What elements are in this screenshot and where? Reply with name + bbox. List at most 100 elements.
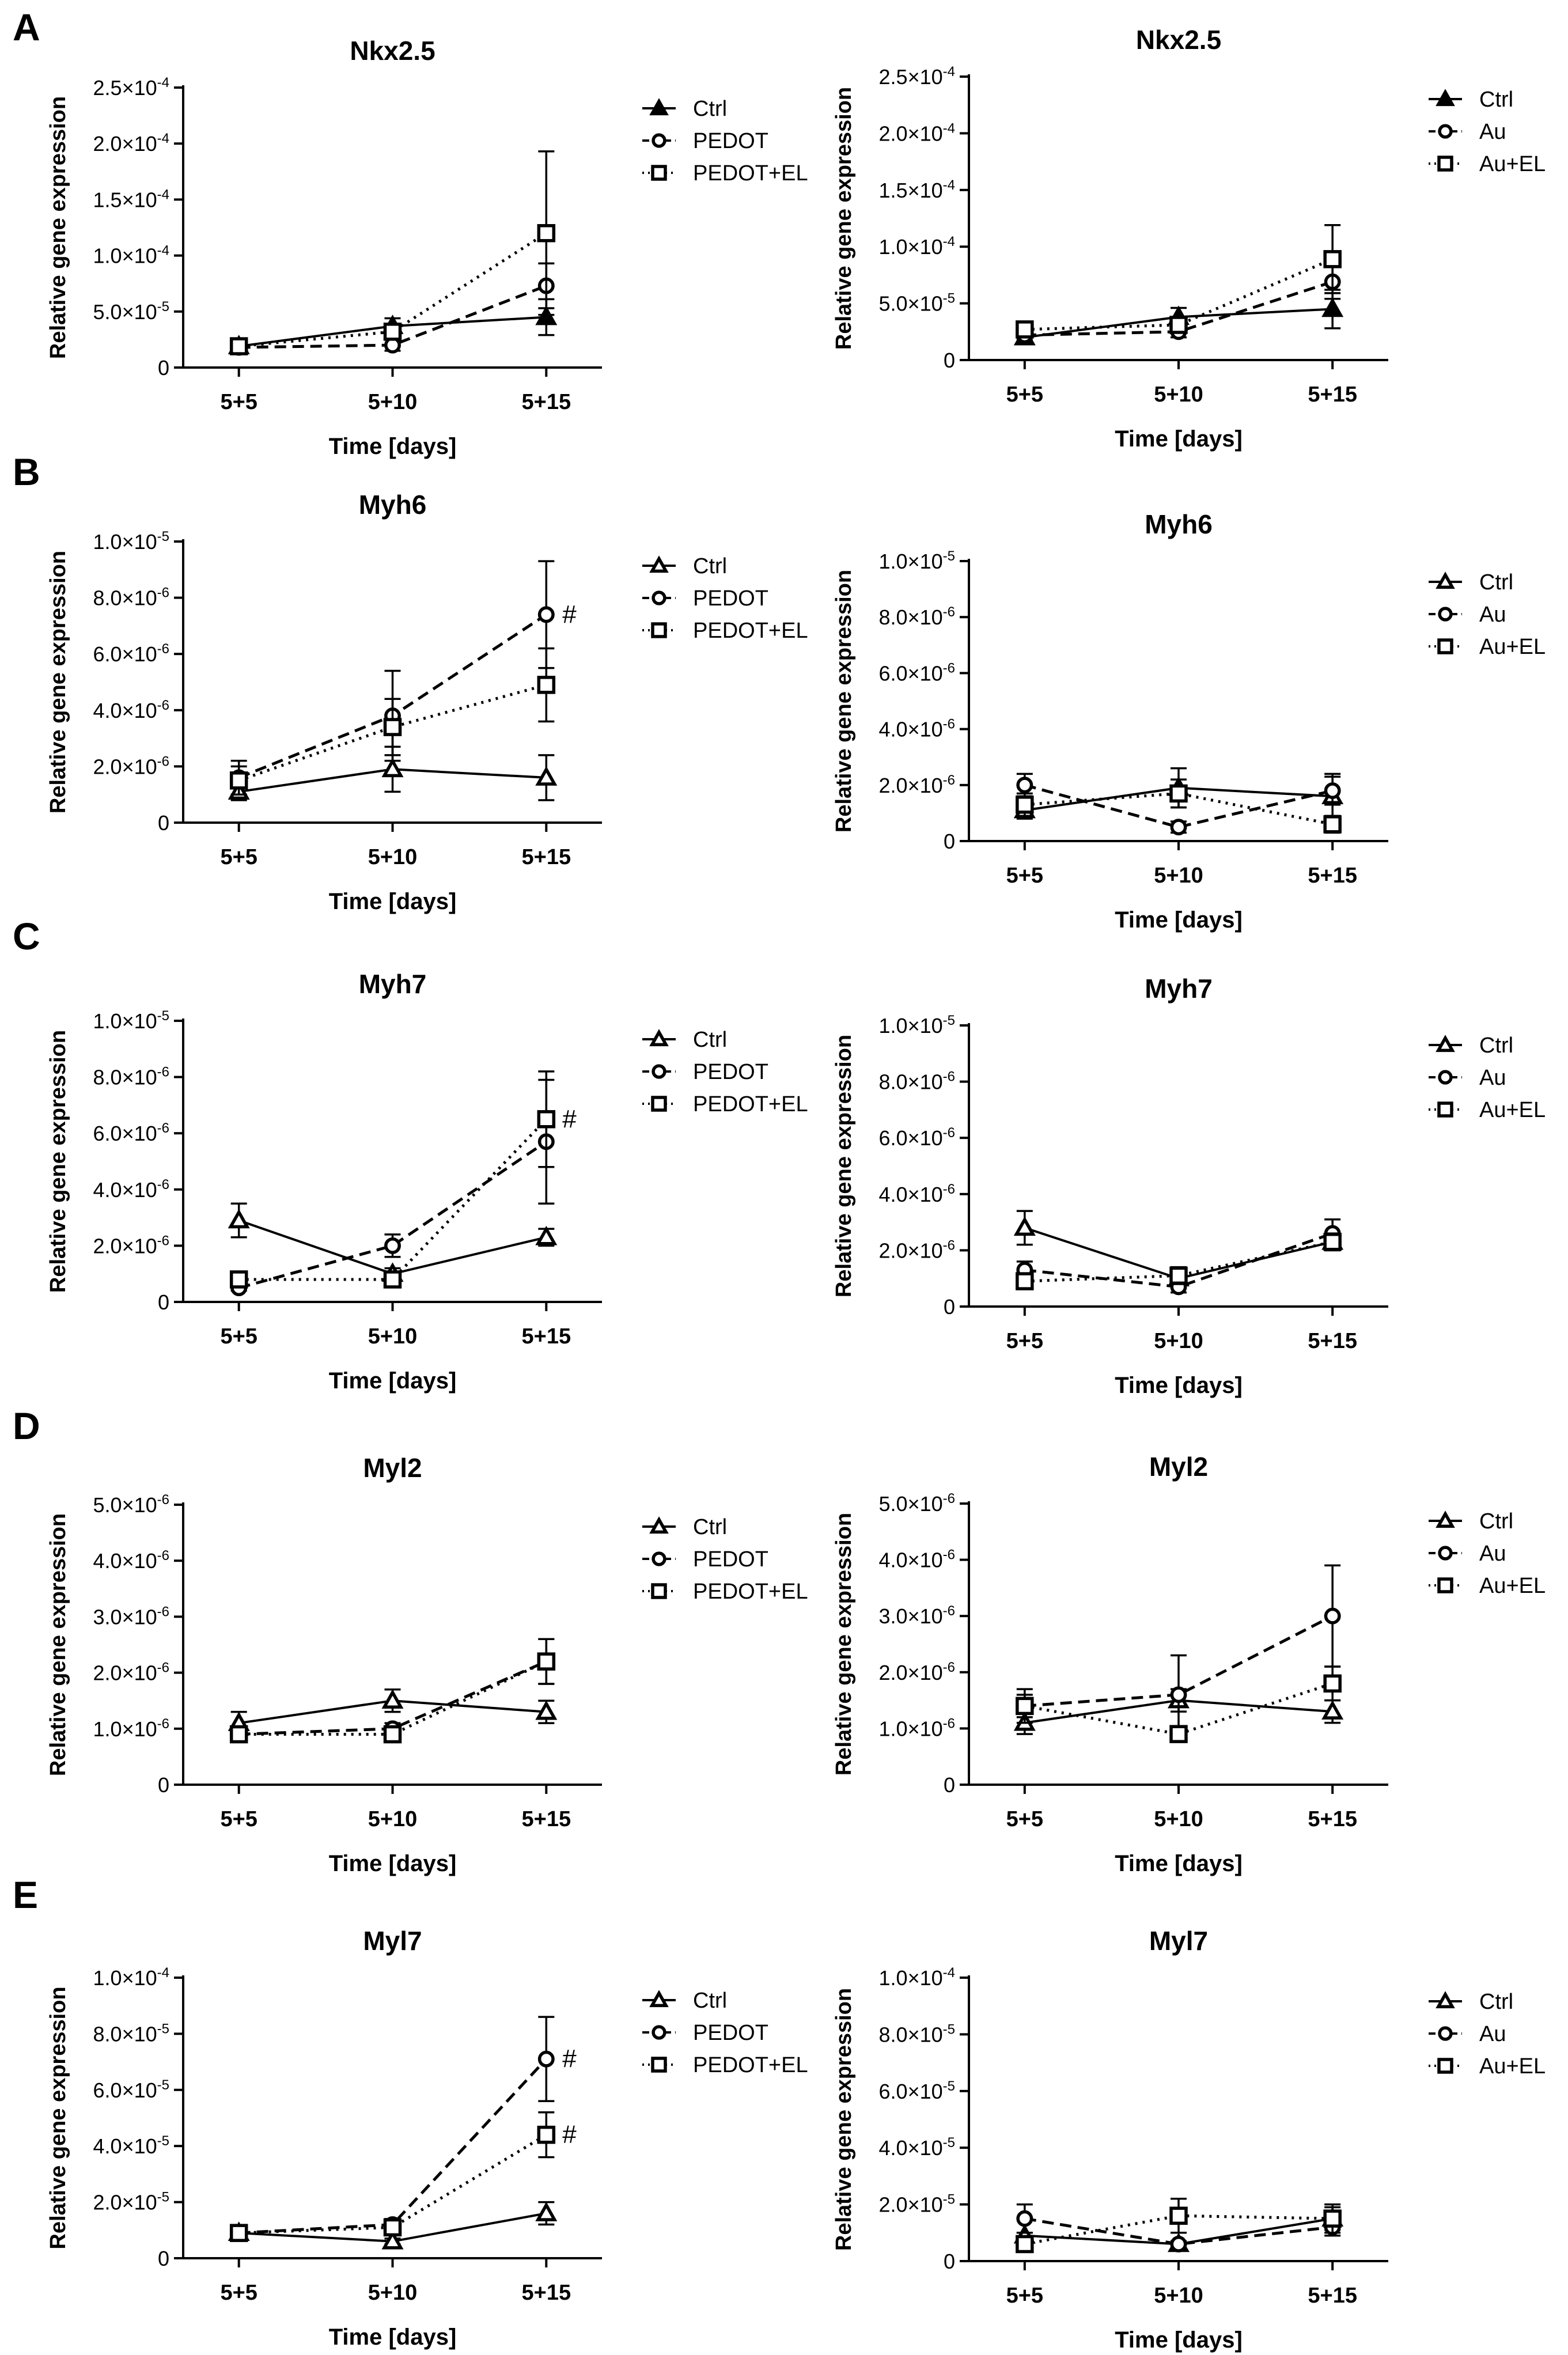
legend-label: Ctrl bbox=[693, 1515, 727, 1539]
legend-label: Ctrl bbox=[693, 97, 727, 121]
legend-label: Ctrl bbox=[1479, 1990, 1513, 2014]
x-tick-label: 5+5 bbox=[220, 845, 257, 869]
y-tick-label: 2.5×10-4 bbox=[879, 64, 955, 89]
legend-label: Ctrl bbox=[693, 554, 727, 578]
x-tick-label: 5+10 bbox=[368, 845, 418, 869]
legend-marker bbox=[1436, 571, 1455, 589]
legend-item: Ctrl bbox=[1429, 1509, 1513, 1534]
series-pedot bbox=[230, 2016, 555, 2242]
legend-marker bbox=[651, 165, 667, 181]
legend-label: Ctrl bbox=[1479, 1033, 1513, 1058]
legend-marker bbox=[1438, 124, 1453, 139]
legend-item: Ctrl bbox=[642, 554, 727, 578]
y-tick-label: 2.0×10-6 bbox=[93, 1660, 169, 1685]
legend-item: Ctrl bbox=[1429, 88, 1513, 112]
legend-label: Ctrl bbox=[1479, 1509, 1513, 1534]
y-tick-label: 4.0×10-5 bbox=[879, 2135, 955, 2160]
series-au-el bbox=[1016, 778, 1342, 834]
data-point bbox=[229, 771, 248, 790]
data-point bbox=[384, 1237, 401, 1254]
data-point bbox=[381, 1689, 404, 1709]
significance-mark: # bbox=[562, 600, 577, 628]
legend-item: Au+EL bbox=[1429, 1098, 1546, 1122]
legend-label: Au+EL bbox=[1479, 152, 1546, 176]
legend-item: PEDOT bbox=[642, 2021, 768, 2045]
chart-title: Nkx2.5 bbox=[1136, 25, 1221, 55]
legend-marker bbox=[649, 555, 669, 573]
y-axis-label: Relative gene expression bbox=[46, 1030, 70, 1293]
series-au bbox=[1016, 773, 1341, 836]
y-tick-label: 4.0×10-6 bbox=[93, 1177, 169, 1202]
x-tick-label: 5+15 bbox=[522, 1807, 571, 1831]
data-point bbox=[1323, 1674, 1342, 1693]
y-tick-label: 4.0×10-6 bbox=[879, 1182, 955, 1206]
panel-letter-c: C bbox=[13, 915, 40, 957]
y-tick-label: 2.0×10-4 bbox=[879, 120, 955, 145]
legend-marker bbox=[1436, 1510, 1455, 1528]
legend-label: Au+EL bbox=[1479, 635, 1546, 659]
y-tick-label: 8.0×10-6 bbox=[879, 1069, 955, 1094]
legend-marker bbox=[1438, 1546, 1453, 1561]
x-axis-label: Time [days] bbox=[1115, 426, 1243, 452]
x-axis-label: Time [days] bbox=[329, 2324, 457, 2350]
legend-label: Ctrl bbox=[693, 1028, 727, 1052]
legend-label: Ctrl bbox=[1479, 88, 1513, 112]
y-tick-label: 1.0×10-6 bbox=[879, 1716, 955, 1740]
data-point bbox=[383, 1270, 402, 1289]
legend-item: Ctrl bbox=[1429, 1033, 1513, 1058]
y-tick-label: 0 bbox=[944, 1295, 955, 1319]
data-point bbox=[1321, 1700, 1344, 1720]
data-point bbox=[1170, 819, 1187, 836]
y-tick-label: 6.0×10-5 bbox=[93, 2077, 169, 2102]
legend-label: Au bbox=[1479, 1542, 1506, 1566]
legend-marker bbox=[1438, 607, 1453, 622]
legend-item: Au bbox=[1429, 1542, 1506, 1566]
y-tick-label: 1.0×10-5 bbox=[93, 1008, 169, 1033]
y-tick-label: 5.0×10-6 bbox=[93, 1492, 169, 1517]
legend-marker bbox=[1437, 2058, 1453, 2074]
y-tick-label: 0 bbox=[944, 2250, 955, 2273]
y-tick-label: 1.0×10-4 bbox=[879, 234, 955, 259]
legend-item: Ctrl bbox=[642, 1989, 727, 2013]
legend-label: Au bbox=[1479, 1066, 1506, 1090]
x-tick-label: 5+5 bbox=[1006, 383, 1043, 407]
data-point bbox=[1016, 1697, 1034, 1716]
data-point bbox=[537, 676, 556, 694]
series-pedot-el bbox=[229, 150, 556, 355]
x-axis-label: Time [days] bbox=[1115, 1851, 1243, 1876]
legend-item: Au bbox=[1429, 1066, 1506, 1090]
data-point bbox=[535, 305, 558, 325]
x-tick-label: 5+10 bbox=[368, 390, 418, 414]
legend-label: PEDOT+EL bbox=[693, 2053, 808, 2077]
y-tick-label: 4.0×10-5 bbox=[93, 2133, 169, 2158]
data-point bbox=[1016, 2235, 1034, 2254]
panel-letter-a: A bbox=[13, 6, 40, 48]
legend-marker bbox=[651, 1096, 667, 1112]
series-ctrl bbox=[228, 745, 558, 801]
data-point bbox=[535, 2202, 558, 2221]
y-tick-label: 2.5×10-4 bbox=[93, 75, 169, 100]
series-au-el bbox=[1016, 1665, 1342, 1743]
legend-marker bbox=[649, 1029, 669, 1047]
significance-mark: # bbox=[562, 2044, 577, 2073]
y-axis-label: Relative gene expression bbox=[832, 570, 856, 832]
y-tick-label: 0 bbox=[158, 811, 169, 835]
data-point bbox=[537, 2050, 555, 2068]
chart-c-right: Myh7 0 2.0×10-6 4.0×10-6 6.0×10-6 8.0×10-6 1.0… bbox=[832, 974, 1546, 1398]
data-point bbox=[1013, 1216, 1036, 1236]
y-tick-label: 2.0×10-5 bbox=[879, 2192, 955, 2217]
legend-label: PEDOT+EL bbox=[693, 161, 808, 185]
legend-marker bbox=[651, 1583, 667, 1599]
y-axis-label: Relative gene expression bbox=[832, 87, 856, 350]
data-point bbox=[1323, 250, 1342, 268]
legend-label: PEDOT bbox=[693, 2021, 768, 2045]
data-point bbox=[537, 1110, 556, 1129]
y-tick-label: 6.0×10-6 bbox=[93, 641, 169, 666]
legend-marker bbox=[1437, 1101, 1453, 1118]
y-tick-label: 1.0×10-5 bbox=[93, 529, 169, 554]
data-point bbox=[535, 1700, 558, 1720]
y-tick-label: 8.0×10-5 bbox=[879, 2021, 955, 2046]
y-tick-label: 1.0×10-5 bbox=[879, 1013, 955, 1038]
y-tick-label: 0 bbox=[158, 1773, 169, 1797]
legend-marker bbox=[652, 133, 666, 148]
